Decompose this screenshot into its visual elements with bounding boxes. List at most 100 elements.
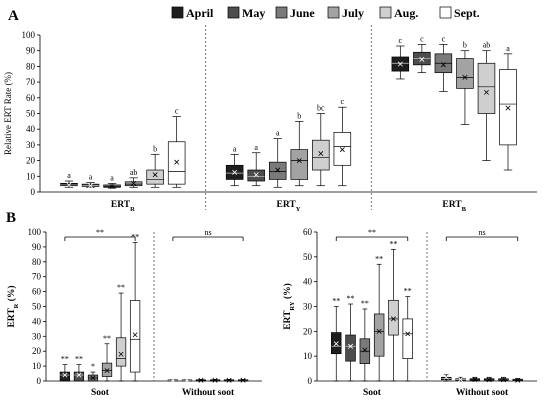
legend: April May June July Aug. Sept. [171, 6, 480, 20]
panel-b-right-bracket-label: ** [368, 228, 376, 237]
panel-a-group-0-june-mean-marker [109, 184, 115, 189]
panel-a-group-2-july-box [456, 58, 474, 89]
panel-a-group-2-july-significance-label: b [463, 41, 467, 50]
panel-b-left-y-tick-label: 10 [32, 361, 42, 371]
panel-a-group-2-aug-box [477, 62, 496, 114]
panel-a-y-tick-label: 40 [26, 124, 36, 134]
panel-b-right-group-1-aug-mean-marker [500, 377, 506, 383]
panel-a-category-label: ERTR [111, 200, 135, 213]
panel-a-group-1-sept-box [333, 131, 352, 166]
panel-a-group-1-may-mean-marker [253, 172, 259, 178]
panel-a-group-1-june-significance-label: a [276, 129, 280, 138]
panel-b-left-group-0-july-box [101, 362, 113, 377]
panel-b-right-bracket-label: ns [478, 228, 485, 237]
panel-b-right-chart: 0 10 20 30 40 50 60 ERTRY (%) ** ** ** ** ** ** ** Soot… [282, 227, 537, 398]
panel-b-left-group-0-april-mean-marker [62, 372, 68, 378]
panel-a-group-2-may-significance-label: c [420, 34, 424, 43]
panel-b-left-group-0-april-significance-label: ** [61, 355, 69, 364]
panel-b-right-y-tick-label: 30 [303, 302, 313, 312]
panel-b-right-group-0-april-box [331, 332, 342, 355]
panel-a-group-1-july-significance-label: b [297, 111, 301, 120]
panel-a-y-tick-label: 0 [31, 187, 36, 197]
panel-b-left-group-0-aug-box [115, 337, 127, 367]
panel-b-right-group-0-july-mean-marker [376, 328, 382, 334]
panel-b-right-group-0-july-significance-label: ** [375, 254, 383, 263]
panel-b-left-group-0-july-mean-marker [104, 368, 110, 374]
panel-a-category-label: ERTY [277, 200, 301, 213]
panel-b-left-y-tick-label: 30 [32, 331, 42, 341]
panel-b-left-group-0-sept-box [129, 300, 141, 373]
panel-a-group-0-june-significance-label: a [110, 173, 114, 182]
panel-b-right-category-label: Without soot [456, 388, 509, 398]
panel-a-group-1-july-mean-marker [296, 158, 302, 164]
legend-swatch-0 [171, 6, 184, 19]
panel-a-y-tick-label: 60 [26, 93, 36, 103]
legend-label-0: April [186, 6, 214, 20]
panel-a-group-1-april-significance-label: a [233, 144, 237, 153]
panel-a-group-2-may-mean-marker [419, 56, 425, 62]
panel-a-group-1-july-box [290, 149, 309, 180]
panel-b-left-group-0-aug-significance-label: ** [117, 283, 125, 292]
panel-b-right-y-tick-label: 20 [303, 326, 313, 336]
panel-a-y-axis-label: Relative ERT Rate (%) [3, 72, 13, 155]
legend-swatch-4 [379, 6, 392, 19]
panel-b-left-group-1-june-mean-marker [198, 377, 204, 383]
panel-a-group-1-may-box [247, 169, 265, 182]
panel-a-y-tick-label: 20 [26, 156, 36, 166]
panel-b-left-group-0-june-significance-label: * [91, 362, 95, 371]
panel-b-left-y-tick-label: 40 [32, 316, 42, 326]
panel-b-right-y-tick-label: 60 [303, 227, 313, 237]
panel-a-y-tick-label: 30 [26, 140, 36, 150]
panel-a-group-2-july-mean-marker [462, 74, 468, 80]
panel-a-group-0-sept-significance-label: c [175, 107, 179, 116]
legend-swatch-2 [275, 6, 288, 19]
panel-b-right-group-0-aug-mean-marker [390, 316, 396, 322]
legend-label-2: June [290, 6, 315, 20]
panel-a-group-1-june-mean-marker [275, 167, 281, 173]
panel-a-group-2-aug-mean-marker [483, 89, 489, 95]
panel-a-group-1-aug-box [312, 139, 330, 171]
panel-b-left-y-tick-label: 100 [28, 227, 42, 237]
panel-b-left-y-tick-label: 60 [32, 287, 42, 297]
panel-b-right-group-0-sept-mean-marker [405, 331, 411, 337]
legend-swatch-1 [227, 6, 240, 19]
panel-b-left-group-0-may-mean-marker [76, 372, 82, 378]
panel-b-right-category-label: Soot [363, 388, 382, 398]
panel-b-left-group-0-aug-mean-marker [118, 351, 124, 357]
panel-b-right-group-0-aug-significance-label: ** [389, 239, 397, 248]
panel-a-group-1-sept-significance-label: c [341, 97, 345, 106]
panel-b-right-group-1-may-mean-marker [458, 377, 464, 382]
panel-b-left-group-0-july-significance-label: ** [103, 334, 111, 343]
panel-b-right-group-0-april-significance-label: ** [332, 297, 340, 306]
panel-b-right-group-0-may-mean-marker [348, 343, 354, 349]
panel-b-left-group-1-july-mean-marker [212, 377, 218, 383]
legend-swatch-3 [327, 6, 340, 19]
panel-a-group-0-july-significance-label: ab [130, 168, 138, 177]
panel-a-group-0-may-significance-label: a [89, 173, 93, 182]
panel-b-left-group-0-april-box [59, 371, 71, 382]
panel-b-left-y-tick-label: 20 [32, 346, 42, 356]
panel-a-category-label: ERTB [442, 200, 466, 213]
panel-a-y-tick-label: 10 [26, 171, 36, 181]
legend-label-5: Sept. [454, 6, 480, 20]
panel-b-right-group-0-may-significance-label: ** [347, 294, 355, 303]
panel-a-group-1-june-box [268, 161, 287, 180]
panel-b-right-group-0-june-mean-marker [362, 347, 368, 353]
panel-b-right-group-0-sept-box [402, 318, 413, 359]
panel-b-right-group-0-aug-box [388, 299, 399, 336]
panel-a-y-tick-label: 50 [26, 109, 36, 119]
panel-b-left-group-1-april-mean-marker [170, 377, 176, 383]
panel-a-group-1-aug-mean-marker [318, 151, 324, 157]
panel-b-right-group-0-april-mean-marker [333, 341, 339, 347]
panel-b-left-group-0-june-mean-marker [90, 375, 96, 381]
panel-b-left-group-0-may-box [73, 371, 85, 382]
panel-a-group-0-april-significance-label: a [67, 171, 71, 180]
panel-a-group-0-july-mean-marker [131, 180, 137, 186]
panel-a-group-1-sept-mean-marker [339, 147, 345, 153]
panel-a-group-0-sept-mean-marker [174, 159, 180, 165]
panel-a-group-0-aug-significance-label: b [153, 144, 157, 153]
panel-a-group-2-sept-mean-marker [505, 105, 511, 111]
panel-b-left-group-1-may-mean-marker [184, 377, 190, 383]
panel-a-group-0-aug-box [146, 169, 164, 185]
